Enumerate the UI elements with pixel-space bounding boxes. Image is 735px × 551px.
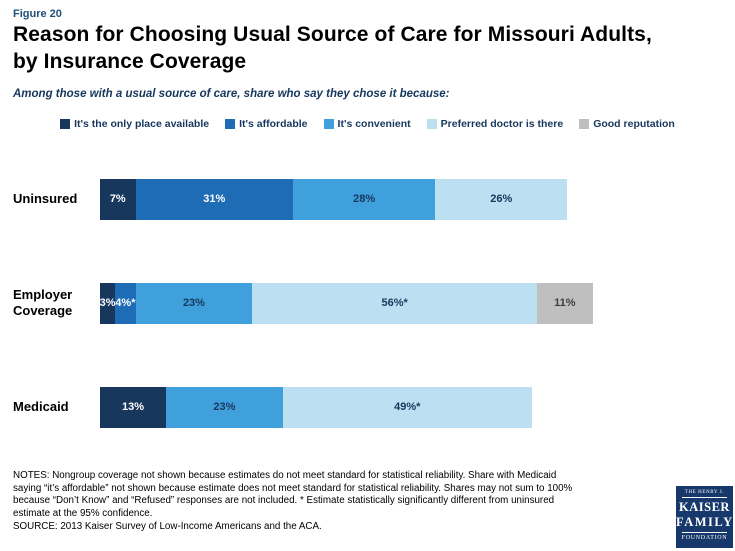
bar-segment: 11% — [536, 282, 593, 324]
bar-segment: 7% — [100, 178, 136, 220]
bar-segment: 23% — [166, 386, 283, 428]
subtitle: Among those with a usual source of care,… — [13, 87, 450, 100]
legend-item: Preferred doctor is there — [426, 117, 564, 130]
bar-segment: 49%* — [282, 386, 532, 428]
bar-segment: 3% — [100, 282, 116, 324]
legend-swatch — [60, 118, 71, 129]
notes-line: because “Don’t Know” and “Refused” respo… — [13, 495, 555, 507]
legend-swatch — [579, 118, 590, 129]
legend-label: Good reputation — [593, 117, 675, 130]
bar-segment: 13% — [100, 386, 167, 428]
bar-segment: 4%* — [115, 282, 136, 324]
bar-track: 13% 23% 49%* — [100, 386, 532, 428]
kff-logo: THE HENRY J. KAISER FAMILY FOUNDATION — [676, 486, 733, 548]
legend-label: It's convenient — [337, 117, 411, 130]
kff-logo-line-foundation: FOUNDATION — [681, 535, 728, 541]
legend-swatch — [426, 118, 437, 129]
kff-logo-line-the-henry-j: THE HENRY J. — [684, 490, 725, 495]
legend-label: Preferred doctor is there — [440, 117, 564, 130]
category-label: Uninsured — [13, 190, 78, 206]
kff-logo-rule-top — [682, 497, 727, 498]
legend: It's the only place available It's afford… — [13, 118, 722, 130]
legend-swatch — [323, 118, 334, 129]
source-text: SOURCE: 2013 Kaiser Survey of Low-Income… — [13, 521, 322, 533]
bar-row: Uninsured 7% 31% 28% 26% — [13, 178, 735, 220]
bar-segment: 56%* — [252, 282, 537, 324]
kff-logo-rule-bottom — [682, 532, 727, 533]
category-label: Medicaid — [13, 398, 69, 414]
legend-item: It's the only place available — [60, 118, 209, 130]
figure-label: Figure 20 — [13, 8, 62, 20]
bar-row: Medicaid 13% 23% 49%* — [13, 386, 735, 428]
bar-track: 3% 4%* 23% 56%* 11% — [100, 282, 593, 324]
bar-row: Employer Coverage 3% 4%* 23% 56%* 11% — [13, 282, 735, 324]
legend-swatch — [225, 118, 236, 129]
notes-line: NOTES: Nongroup coverage not shown becau… — [13, 469, 557, 481]
kff-logo-line-kaiser: KAISER — [679, 500, 730, 514]
category-label: Employer Coverage — [13, 286, 73, 319]
kff-logo-line-family: FAMILY — [676, 515, 734, 529]
legend-item: It's affordable — [225, 117, 308, 130]
page-title: Reason for Choosing Usual Source of Care… — [13, 23, 652, 74]
notes-line: estimate at the 95% confidence. — [13, 508, 153, 520]
stacked-bar-chart: Uninsured 7% 31% 28% 26% Employer Coverage 3% 4… — [13, 178, 735, 428]
legend-item: Good reputation — [579, 118, 675, 130]
notes-text: NOTES: Nongroup coverage not shown becau… — [13, 470, 735, 522]
legend-label: It's affordable — [239, 117, 308, 130]
bar-segment: 28% — [293, 178, 436, 220]
bar-track: 7% 31% 28% 26% — [100, 178, 568, 220]
legend-item: It's convenient — [323, 117, 411, 130]
bar-segment: 26% — [435, 178, 568, 220]
notes-line: saying “it’s affordable” not shown becau… — [13, 482, 573, 494]
bar-segment: 23% — [135, 282, 253, 324]
bar-segment: 31% — [135, 178, 294, 220]
legend-label: It's the only place available — [74, 117, 210, 130]
